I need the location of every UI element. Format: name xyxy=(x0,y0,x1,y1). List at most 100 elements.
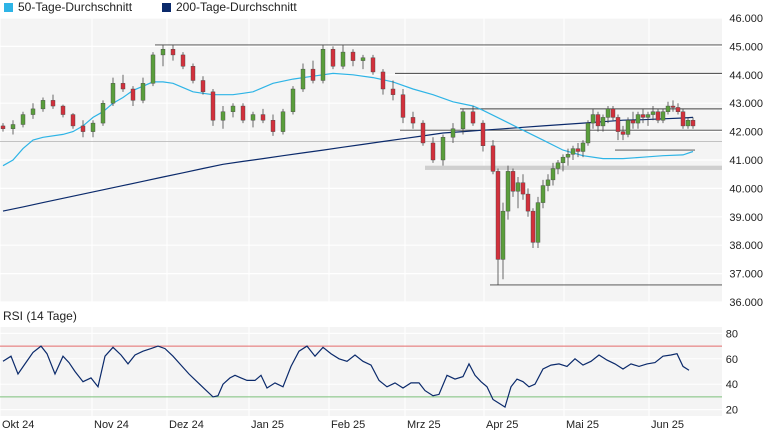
candle-body xyxy=(460,111,466,129)
candle-body xyxy=(340,51,346,67)
candle-body xyxy=(480,122,486,147)
candle-body xyxy=(40,100,46,110)
candle-body xyxy=(545,179,551,186)
candle-body xyxy=(625,120,631,135)
candle-body xyxy=(675,107,681,112)
candle-body xyxy=(400,94,406,118)
candle-body xyxy=(605,108,611,118)
candle-body xyxy=(190,66,196,81)
candle-body xyxy=(350,51,356,61)
candle-body xyxy=(130,88,136,101)
price-y-tick-label: 41.000 xyxy=(729,155,763,167)
legend-label-sma50: 50-Tage-Durchschnitt xyxy=(18,0,133,14)
candle-body xyxy=(70,114,76,127)
candle-body xyxy=(380,71,386,90)
candle-body xyxy=(670,105,676,108)
candle-body xyxy=(300,68,306,90)
sma200-line xyxy=(2,116,694,212)
candle-body xyxy=(525,193,531,212)
candle-body xyxy=(290,88,296,112)
candle-body xyxy=(690,120,696,127)
sma200-swatch xyxy=(162,3,171,12)
candle-body xyxy=(500,210,506,260)
candle-body xyxy=(495,171,501,260)
price-y-tick-label: 39.000 xyxy=(729,212,763,224)
rsi-grid xyxy=(0,327,722,416)
candle-body xyxy=(270,120,276,132)
candle-body xyxy=(420,122,426,144)
candle-body xyxy=(200,80,206,93)
price-levels xyxy=(0,44,722,286)
candle-body xyxy=(590,114,596,124)
price-y-tick-label: 44.000 xyxy=(729,70,763,82)
x-tick-label: Apr 25 xyxy=(486,419,518,430)
rsi-y-tick-label: 80 xyxy=(726,328,738,340)
candle-body xyxy=(370,57,376,73)
candle-body xyxy=(160,49,166,56)
candle-body xyxy=(615,117,621,132)
rsi-y-tick-label: 20 xyxy=(726,405,738,417)
rsi-line xyxy=(2,345,690,409)
candle-body xyxy=(665,105,671,112)
price-y-tick-label: 36.000 xyxy=(729,297,763,309)
candle-body xyxy=(20,114,26,125)
price-candles xyxy=(0,44,696,285)
candle-body xyxy=(150,54,156,84)
candle-body xyxy=(510,171,516,192)
legend-item-sma200: 200-Tage-Durchschnitt xyxy=(162,0,297,14)
candle-body xyxy=(390,88,396,95)
sma50-line xyxy=(2,72,694,167)
x-axis: Okt 24 Nov 24 Dez 24 Jan 25 Feb 25 Mrz 25 Apr … xyxy=(2,419,684,430)
x-tick-label: Jun 25 xyxy=(651,419,684,430)
price-y-axis: 36.000 37.000 38.000 39.000 40.000 41.000 42.0… xyxy=(729,13,763,309)
price-y-tick-label: 37.000 xyxy=(729,269,763,281)
candle-body xyxy=(640,114,646,118)
candle-body xyxy=(210,91,216,121)
candle-body xyxy=(100,102,106,124)
candle-body xyxy=(450,128,456,138)
candle-body xyxy=(490,145,496,172)
candle-body xyxy=(430,142,436,161)
candle-body xyxy=(520,182,526,195)
x-tick-label: Dez 24 xyxy=(169,419,204,430)
candle-body xyxy=(260,114,266,121)
x-tick-label: Feb 25 xyxy=(331,419,365,430)
candle-body xyxy=(330,49,336,67)
candle-body xyxy=(60,105,66,115)
legend-label-sma200: 200-Tage-Durchschnitt xyxy=(176,0,297,14)
moving-averages xyxy=(2,72,694,212)
candle-body xyxy=(645,114,651,118)
candle-body xyxy=(360,57,366,61)
candle-body xyxy=(610,108,616,118)
candle-body xyxy=(470,111,476,124)
support-zone xyxy=(425,165,722,170)
price-grid xyxy=(0,17,722,303)
candle-body xyxy=(685,120,691,127)
candle-body xyxy=(10,124,16,129)
rsi-panel-bg xyxy=(0,327,722,416)
rsi-y-tick-label: 60 xyxy=(726,354,738,366)
candle-body xyxy=(515,182,521,192)
candle-body xyxy=(635,114,641,124)
candle-body xyxy=(585,122,591,144)
rsi-series xyxy=(2,345,690,409)
candle-body xyxy=(655,111,661,121)
candle-body xyxy=(0,125,6,129)
candle-body xyxy=(320,49,326,81)
rsi-title: RSI (14 Tage) xyxy=(3,309,77,323)
candle-body xyxy=(440,137,446,161)
candle-body xyxy=(595,114,601,127)
candle-body xyxy=(90,122,96,132)
candle-body xyxy=(50,100,56,107)
rsi-panel xyxy=(0,327,722,416)
candle-body xyxy=(570,148,576,155)
x-tick-label: Nov 24 xyxy=(94,419,129,430)
candle-body xyxy=(680,111,686,127)
candle-body xyxy=(80,125,86,132)
candle-body xyxy=(30,108,36,115)
sma50-swatch xyxy=(4,3,13,12)
candle-body xyxy=(120,83,126,90)
candle-body xyxy=(600,117,606,127)
candle-body xyxy=(540,185,546,203)
